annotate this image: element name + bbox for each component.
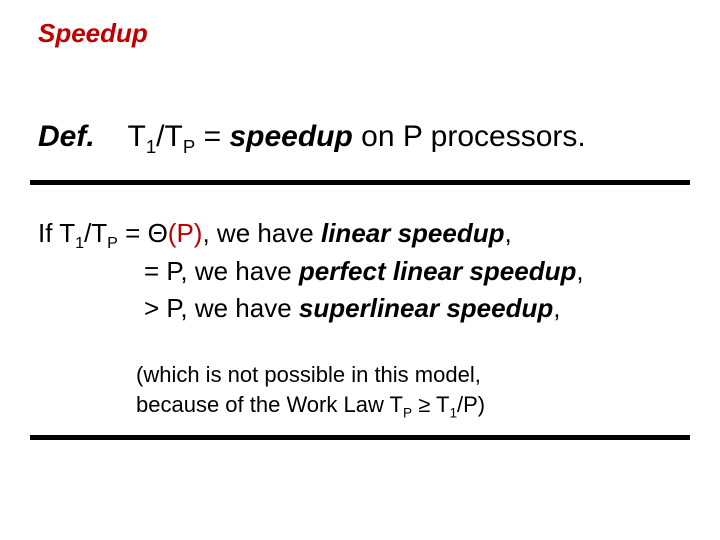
note-pre: because of the Work Law T <box>136 392 403 417</box>
condition-line-1: If T1/TP = Θ(P), we have linear speedup, <box>38 215 584 253</box>
line3-tail: , <box>553 293 560 323</box>
note-sub-P: P <box>403 405 412 420</box>
def-sub-1: 1 <box>146 136 156 157</box>
footnote: (which is not possible in this model, be… <box>136 360 485 419</box>
def-sub-P: P <box>183 136 195 157</box>
condition-line-3: > P, we have superlinear speedup, <box>38 290 584 328</box>
def-term-speedup: speedup <box>229 120 352 153</box>
note-sub-1: 1 <box>449 405 457 420</box>
def-lhs-T1: T <box>128 120 146 153</box>
theta-symbol: Θ <box>148 218 168 248</box>
definition-line: Def. T1/TP = speedup on P processors. <box>38 120 586 154</box>
divider-top <box>30 180 690 185</box>
def-eq: = <box>204 120 230 153</box>
line1-tail: , <box>504 218 511 248</box>
line3-rel: > P, we have <box>144 293 299 323</box>
condition-line-2: = P, we have perfect linear speedup, <box>38 253 584 291</box>
def-gap <box>103 120 120 153</box>
note-tail: /P) <box>457 392 485 417</box>
def-label: Def. <box>38 120 95 153</box>
if-sub-P: P <box>107 234 118 252</box>
if-mid: /T <box>84 218 107 248</box>
term-linear-speedup: linear speedup <box>321 218 505 248</box>
line1-mid: , we have <box>202 218 321 248</box>
term-superlinear-speedup: superlinear speedup <box>299 293 553 323</box>
line2-rel: = P, we have <box>144 256 299 286</box>
conditions-block: If T1/TP = Θ(P), we have linear speedup,… <box>38 215 584 328</box>
divider-bottom <box>30 435 690 440</box>
def-lhs-slash-TP: /T <box>156 120 183 153</box>
note-mid: ≥ T <box>412 392 449 417</box>
line1-rel: = <box>118 218 148 248</box>
if-prefix: If T <box>38 218 75 248</box>
slide-title-text: Speedup <box>38 18 148 48</box>
footnote-line-2: because of the Work Law TP ≥ T1/P) <box>136 390 485 420</box>
if-sub-1: 1 <box>75 234 84 252</box>
slide-title: Speedup <box>38 18 148 49</box>
theta-arg: (P) <box>168 218 203 248</box>
line2-tail: , <box>576 256 583 286</box>
def-tail: on P processors. <box>361 120 586 153</box>
footnote-line-1: (which is not possible in this model, <box>136 360 485 390</box>
term-perfect-linear-speedup: perfect linear speedup <box>299 256 576 286</box>
